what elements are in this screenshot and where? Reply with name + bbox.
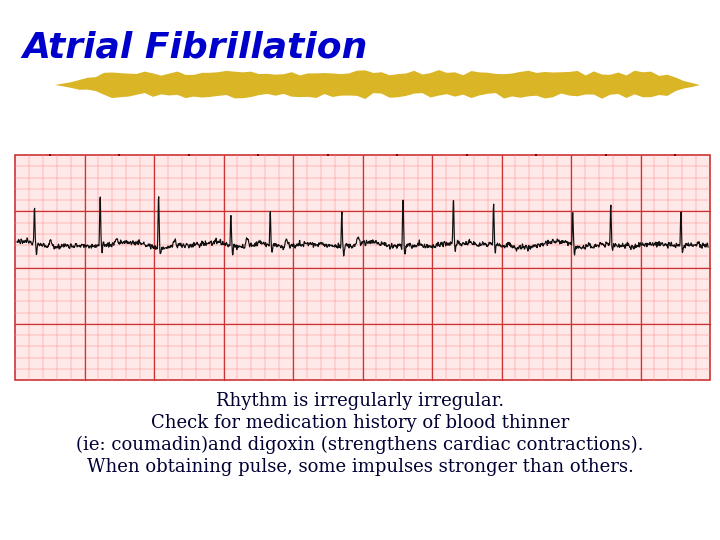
Text: When obtaining pulse, some impulses stronger than others.: When obtaining pulse, some impulses stro…: [86, 458, 634, 476]
Text: Check for medication history of blood thinner: Check for medication history of blood th…: [151, 414, 569, 432]
Bar: [15, 155, 710, 380]
Text: Atrial Fibrillation: Atrial Fibrillation: [22, 30, 367, 64]
Polygon shape: [55, 70, 700, 99]
Text: Rhythm is irregularly irregular.: Rhythm is irregularly irregular.: [216, 392, 504, 410]
Text: (ie: coumadin)and digoxin (strengthens cardiac contractions).: (ie: coumadin)and digoxin (strengthens c…: [76, 436, 644, 454]
